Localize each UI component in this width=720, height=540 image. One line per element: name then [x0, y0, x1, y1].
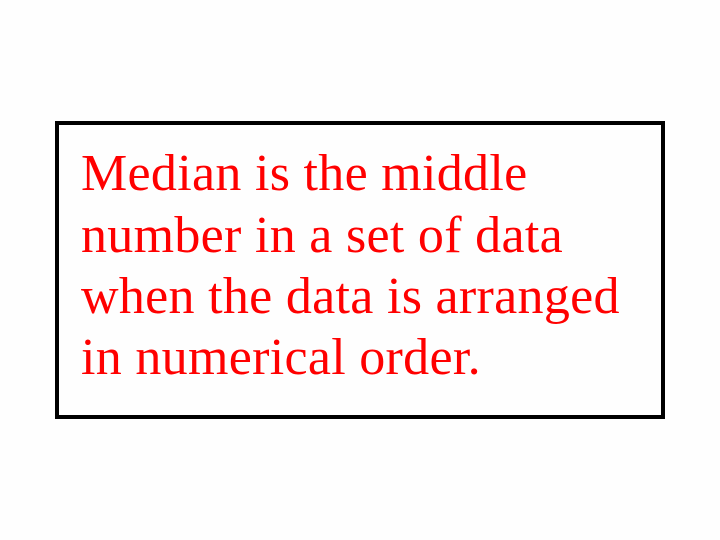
definition-text: Median is the middle number in a set of … [81, 143, 639, 388]
definition-box: Median is the middle number in a set of … [55, 121, 665, 418]
